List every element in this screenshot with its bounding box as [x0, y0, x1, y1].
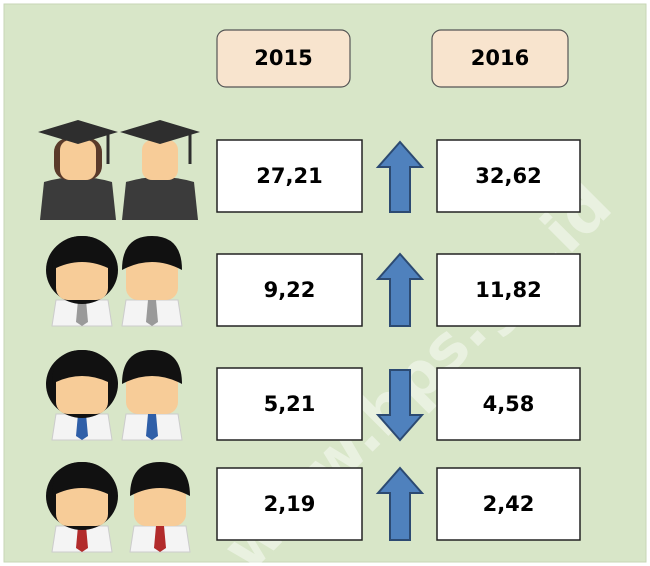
value: 27,21 [256, 164, 322, 188]
student-icon [46, 236, 118, 326]
value: 2,42 [483, 492, 535, 516]
student-icon [122, 350, 182, 440]
gown [40, 177, 116, 220]
face [60, 140, 96, 180]
value: 4,58 [483, 392, 535, 416]
student-icon [46, 350, 118, 440]
student-icon [122, 236, 182, 326]
tie [146, 300, 158, 326]
year-header: 2016 [471, 46, 529, 70]
year-header: 2015 [254, 46, 312, 70]
gown [122, 177, 198, 220]
student-icon [130, 462, 190, 552]
value: 9,22 [264, 278, 316, 302]
value: 11,82 [475, 278, 541, 302]
value: 5,21 [264, 392, 316, 416]
tie [146, 414, 158, 440]
value: 2,19 [264, 492, 316, 516]
value: 32,62 [475, 164, 541, 188]
student-icon [46, 462, 118, 552]
face [142, 140, 178, 180]
tie [154, 526, 166, 552]
infographic: www.bps.go.id 2015201627,2132,629,2211,8… [0, 0, 650, 566]
